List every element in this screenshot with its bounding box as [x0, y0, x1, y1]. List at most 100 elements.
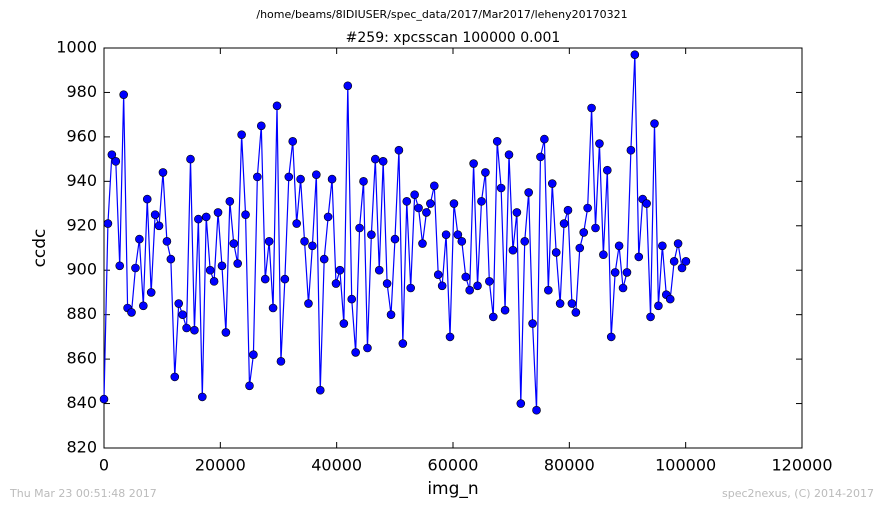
suptitle: /home/beams/8IDIUSER/spec_data/2017/Mar2… [256, 8, 627, 21]
data-point [540, 134, 549, 144]
y-tick-label: 940 [66, 171, 97, 190]
data-point [131, 263, 140, 273]
data-point [225, 197, 235, 206]
data-point [453, 230, 463, 239]
data-point [103, 219, 113, 228]
data-point [229, 239, 239, 248]
data-point [272, 101, 282, 111]
x-tick-label: 60000 [428, 456, 479, 475]
data-point [603, 165, 612, 175]
data-point [654, 301, 663, 311]
data-point [555, 299, 565, 308]
data-point [245, 381, 254, 391]
data-point [335, 265, 345, 275]
data-point [614, 241, 624, 251]
data-point [390, 234, 400, 244]
y-tick-label: 840 [66, 393, 97, 412]
data-point [233, 259, 242, 268]
data-point [190, 325, 199, 335]
data-point [398, 339, 408, 348]
data-point [135, 234, 144, 244]
data-point [205, 265, 215, 275]
data-point [237, 130, 246, 139]
y-tick-label: 820 [66, 438, 97, 457]
data-point [339, 319, 349, 328]
data-point [563, 205, 573, 215]
data-point [610, 268, 620, 277]
data-point [327, 174, 337, 184]
y-tick-label: 900 [66, 260, 97, 279]
data-point [288, 137, 298, 146]
data-point [445, 332, 455, 342]
data-point [575, 243, 585, 253]
data-point [174, 299, 184, 308]
y-tick-label: 920 [66, 215, 97, 234]
data-point [536, 152, 545, 162]
data-point [516, 399, 526, 408]
data-point [308, 241, 317, 251]
x-tick-label: 40000 [311, 456, 362, 475]
data-point [658, 241, 667, 251]
data-point [150, 210, 160, 219]
data-point [429, 181, 439, 191]
data-point [618, 283, 628, 293]
data-point [426, 199, 435, 208]
data-point [626, 145, 636, 155]
data-point [158, 168, 168, 177]
data-point [213, 208, 223, 217]
data-point [587, 103, 596, 113]
data-point [382, 279, 392, 288]
data-point [217, 261, 227, 271]
data-point [241, 210, 250, 219]
data-point [264, 237, 274, 246]
footer-left: Thu Mar 23 00:51:48 2017 [9, 487, 157, 500]
data-point [394, 145, 404, 155]
data-point [119, 90, 128, 99]
data-point [583, 203, 592, 213]
data-point [386, 310, 396, 319]
data-point [457, 237, 467, 246]
data-point [280, 274, 290, 284]
data-line [103, 54, 687, 411]
data-point [481, 168, 490, 177]
data-point [422, 208, 431, 217]
data-point [669, 257, 679, 266]
x-axis-label: img_n [427, 479, 478, 499]
data-point [634, 252, 644, 262]
y-tick-label: 960 [66, 126, 97, 145]
data-point [630, 50, 640, 59]
data-point [595, 139, 604, 148]
data-point [551, 248, 561, 257]
data-point [512, 208, 522, 217]
data-point [292, 219, 301, 228]
data-point [473, 281, 482, 291]
data-point [508, 245, 518, 255]
data-point [178, 310, 187, 319]
data-point [304, 299, 313, 308]
data-point [351, 348, 360, 357]
data-point [528, 319, 537, 328]
data-point [296, 174, 305, 184]
data-point [201, 212, 211, 222]
data-point [186, 154, 195, 164]
data-point [500, 305, 510, 315]
data-point [378, 157, 388, 166]
data-point [166, 254, 176, 264]
data-point [650, 119, 659, 128]
data-point [437, 281, 447, 291]
data-point [127, 308, 136, 317]
x-tick-label: 20000 [195, 456, 246, 475]
data-point [469, 159, 478, 168]
data-point [622, 268, 632, 277]
x-tick-label: 80000 [544, 456, 595, 475]
data-point [343, 81, 353, 91]
data-point [547, 179, 557, 188]
data-point [461, 272, 471, 282]
data-point [642, 199, 651, 208]
data-point [359, 177, 368, 186]
data-point [107, 150, 117, 159]
data-point [477, 197, 486, 206]
data-point [402, 197, 412, 206]
data-point [355, 223, 364, 233]
